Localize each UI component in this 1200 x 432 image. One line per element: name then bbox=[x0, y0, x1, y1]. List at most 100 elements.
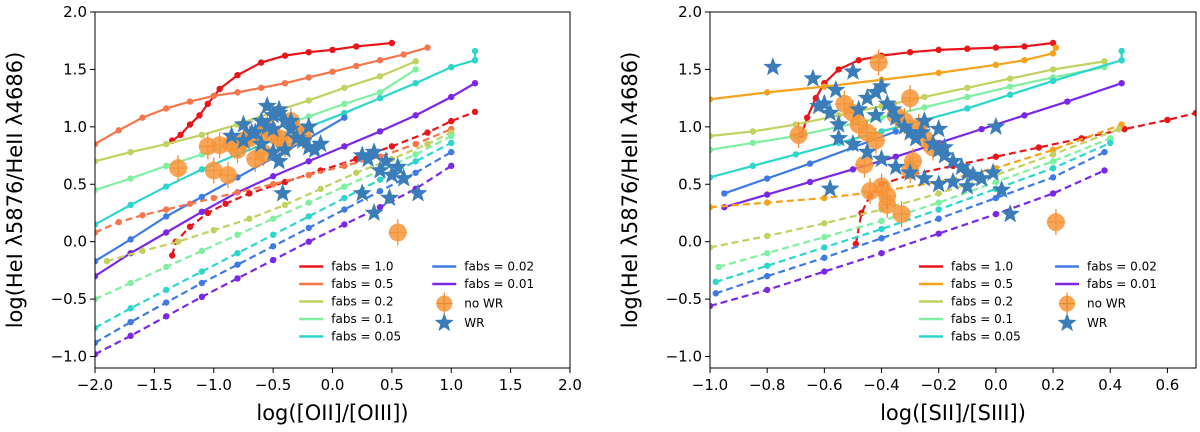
series-point bbox=[712, 278, 719, 286]
series-point bbox=[1049, 66, 1057, 73]
y-axis-ticks: −1.0 −0.5 0.0 0.5 1.0 1.5 2.0 bbox=[51, 3, 95, 366]
series-point bbox=[935, 69, 942, 77]
wr-point bbox=[906, 128, 926, 147]
y-tick-label: 1.0 bbox=[678, 118, 702, 136]
legend-entry: WR bbox=[1057, 313, 1107, 332]
wr-point bbox=[900, 162, 920, 181]
series-point bbox=[1021, 57, 1028, 64]
series-point bbox=[353, 43, 360, 50]
y-axis-label: log(HeI λ5876/HeII λ4686) bbox=[618, 52, 642, 329]
series-point bbox=[710, 132, 714, 140]
y-tick-label: 0.0 bbox=[678, 233, 702, 251]
wr-point bbox=[382, 165, 402, 184]
wr-point bbox=[872, 148, 892, 168]
wr-point bbox=[273, 183, 293, 202]
series-5 bbox=[1118, 47, 1125, 64]
y-tick-label: 1.5 bbox=[63, 60, 87, 78]
legend-label: fabs = 0.05 bbox=[951, 330, 1021, 344]
y-tick-label: 1.5 bbox=[678, 60, 702, 78]
series-point bbox=[376, 176, 384, 183]
series-point bbox=[281, 201, 289, 209]
legend-entry: fabs = 1.0 bbox=[918, 260, 1013, 274]
series-point bbox=[448, 162, 455, 170]
series-point bbox=[721, 190, 728, 197]
series-line bbox=[95, 82, 476, 278]
series-line bbox=[710, 123, 1123, 209]
series-point bbox=[376, 187, 384, 195]
series-point bbox=[353, 62, 360, 70]
series-point bbox=[1107, 139, 1114, 147]
legend-entry: fabs = 0.01 bbox=[1055, 277, 1157, 291]
wr-point bbox=[883, 99, 903, 118]
series-point bbox=[1107, 135, 1114, 142]
no-wr-point bbox=[878, 186, 897, 205]
series-point bbox=[1006, 91, 1014, 98]
series-point bbox=[198, 279, 206, 287]
wr-point bbox=[943, 151, 963, 170]
series-point bbox=[127, 148, 134, 156]
series-point bbox=[412, 112, 419, 119]
wr-point bbox=[376, 151, 396, 170]
legend-swatch bbox=[1057, 313, 1077, 332]
series-point bbox=[281, 80, 289, 87]
y-tick-label: 2.0 bbox=[63, 3, 87, 21]
series-point bbox=[992, 178, 1000, 186]
x-tick-label: −0.6 bbox=[806, 376, 842, 394]
wr-point bbox=[803, 68, 823, 87]
series-point bbox=[341, 114, 348, 121]
wr-point bbox=[287, 128, 307, 147]
wr-point bbox=[299, 137, 319, 156]
x-tick-label: 2.0 bbox=[558, 376, 582, 394]
series-10 bbox=[710, 125, 1123, 251]
series-point bbox=[281, 52, 289, 59]
series-point bbox=[198, 247, 206, 255]
series-point bbox=[174, 238, 182, 245]
series-point bbox=[234, 261, 241, 268]
wr-point bbox=[251, 111, 271, 130]
series-point bbox=[806, 160, 814, 167]
wr-point bbox=[394, 168, 414, 187]
series-point bbox=[376, 73, 384, 80]
series-point bbox=[305, 171, 312, 179]
series-point bbox=[341, 206, 348, 213]
series-point bbox=[471, 80, 479, 87]
series-point bbox=[448, 93, 455, 101]
legend: fabs = 1.0 fabs = 0.5 fabs = 0.2 fabs = 0.1… bbox=[299, 260, 534, 344]
wr-point bbox=[929, 174, 949, 193]
y-axis-label: log(HeI λ5876/HeII λ4686) bbox=[3, 52, 27, 329]
y-tick-label: 2.0 bbox=[678, 3, 702, 21]
wr-point bbox=[952, 157, 972, 176]
wr-point bbox=[843, 61, 863, 80]
x-tick-label: −0.2 bbox=[920, 376, 956, 394]
series-point bbox=[1118, 121, 1125, 128]
series-point bbox=[234, 231, 241, 238]
plot-area bbox=[95, 39, 479, 358]
legend-label: WR bbox=[464, 316, 484, 330]
series-point bbox=[196, 112, 203, 119]
series-point bbox=[353, 169, 360, 176]
series-point bbox=[269, 243, 277, 250]
wr-points bbox=[222, 96, 428, 222]
series-point bbox=[992, 61, 1000, 69]
series-point bbox=[710, 146, 714, 154]
series-point bbox=[163, 213, 170, 220]
series-point bbox=[186, 98, 194, 105]
series-point bbox=[234, 189, 241, 196]
series-point bbox=[305, 113, 312, 120]
series-point bbox=[127, 279, 134, 287]
legend-swatch bbox=[434, 313, 454, 332]
series-point bbox=[103, 258, 111, 265]
no-wr-point bbox=[1046, 213, 1065, 232]
series-point bbox=[448, 117, 455, 125]
wr-point bbox=[222, 126, 242, 145]
series-point bbox=[749, 162, 757, 170]
series-point bbox=[1049, 50, 1057, 57]
series-point bbox=[471, 47, 479, 55]
wr-point bbox=[963, 165, 983, 184]
wr-point bbox=[257, 116, 277, 135]
series-point bbox=[388, 39, 396, 47]
series-point bbox=[258, 84, 265, 91]
x-tick-label: −0.5 bbox=[255, 376, 291, 394]
series-13 bbox=[712, 148, 1108, 297]
